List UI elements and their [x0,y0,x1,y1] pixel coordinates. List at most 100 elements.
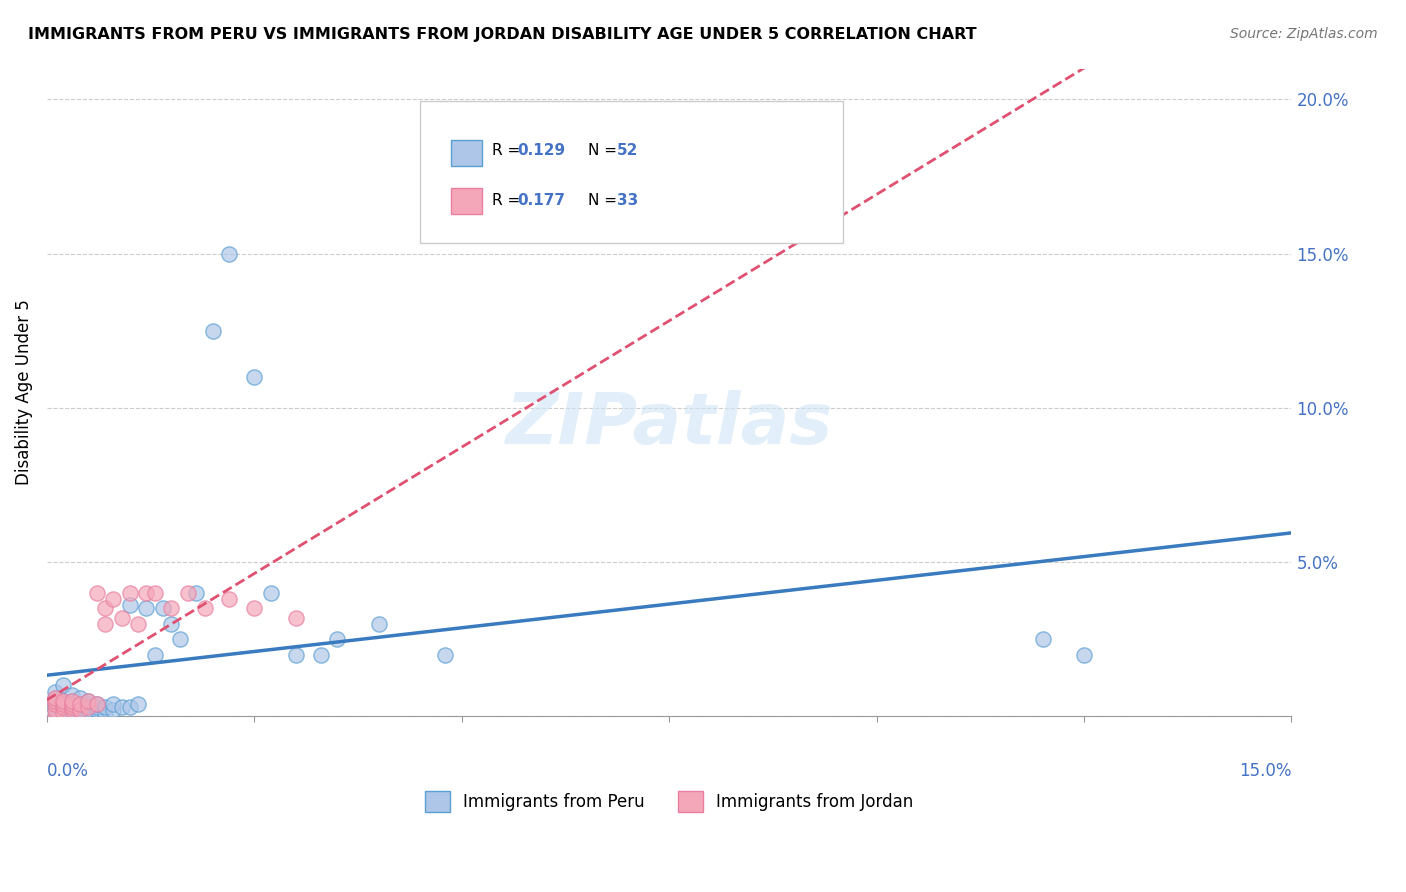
Point [160,601,183,615]
Point [152,601,174,615]
Point [218,246,240,260]
Point [169,632,191,647]
Point [52,694,75,708]
Point [44,703,66,717]
Point [60,697,83,711]
Point [52,697,75,711]
Point [44,709,66,723]
Point [60,688,83,702]
Point [127,616,149,631]
Point [86,697,108,711]
Point [69,706,91,721]
Point [1031,632,1053,647]
Point [143,648,166,662]
Point [135,586,157,600]
Point [52,694,75,708]
Text: 0.177: 0.177 [517,193,565,208]
Point [118,599,141,613]
Text: 0.0%: 0.0% [46,762,89,780]
Legend: Immigrants from Peru, Immigrants from Jordan: Immigrants from Peru, Immigrants from Jo… [416,783,922,820]
Point [110,610,132,624]
Point [118,700,141,714]
Point [103,592,125,607]
Point [77,697,100,711]
Point [77,694,100,708]
Text: N =: N = [588,144,621,158]
Text: 0.129: 0.129 [517,144,565,158]
Point [44,700,66,714]
Point [44,709,66,723]
Point [69,697,91,711]
FancyBboxPatch shape [420,101,844,244]
Point [86,586,108,600]
Text: 33: 33 [617,193,638,208]
Point [60,703,83,717]
Point [69,690,91,705]
Point [127,697,149,711]
Point [284,610,307,624]
Point [309,648,332,662]
Text: IMMIGRANTS FROM PERU VS IMMIGRANTS FROM JORDAN DISABILITY AGE UNDER 5 CORRELATIO: IMMIGRANTS FROM PERU VS IMMIGRANTS FROM … [28,27,977,42]
Point [86,703,108,717]
Text: ZIPatlas: ZIPatlas [506,391,832,459]
Text: R =: R = [492,144,526,158]
Point [94,601,117,615]
Text: Source: ZipAtlas.com: Source: ZipAtlas.com [1230,27,1378,41]
FancyBboxPatch shape [451,188,482,214]
FancyBboxPatch shape [451,140,482,166]
Point [52,700,75,714]
Point [86,700,108,714]
Point [177,586,200,600]
Point [44,697,66,711]
Point [110,700,132,714]
Point [103,697,125,711]
Point [186,586,208,600]
Point [52,678,75,692]
Point [44,694,66,708]
Point [52,706,75,721]
Point [193,601,215,615]
Point [77,703,100,717]
Point [94,706,117,721]
Point [77,694,100,708]
Point [44,694,66,708]
Point [284,648,307,662]
Point [243,370,266,384]
Point [103,703,125,717]
Point [44,703,66,717]
Point [201,324,224,338]
Point [434,648,457,662]
Point [69,703,91,717]
Point [60,694,83,708]
Y-axis label: Disability Age Under 5: Disability Age Under 5 [15,300,32,485]
Point [135,601,157,615]
Point [367,616,389,631]
Point [52,697,75,711]
Point [60,700,83,714]
Point [94,700,117,714]
Point [160,616,183,631]
Point [94,616,117,631]
Point [44,684,66,698]
Point [243,601,266,615]
Point [77,700,100,714]
Point [86,697,108,711]
Text: 15.0%: 15.0% [1239,762,1292,780]
Point [69,700,91,714]
Point [52,703,75,717]
Point [69,697,91,711]
Text: N =: N = [588,193,621,208]
Point [60,694,83,708]
Text: R =: R = [492,193,526,208]
Point [118,586,141,600]
Point [326,632,349,647]
Point [60,703,83,717]
Point [52,706,75,721]
Point [60,706,83,721]
Text: 52: 52 [617,144,638,158]
Point [143,586,166,600]
Point [60,700,83,714]
Point [218,592,240,607]
Point [44,690,66,705]
Point [44,697,66,711]
